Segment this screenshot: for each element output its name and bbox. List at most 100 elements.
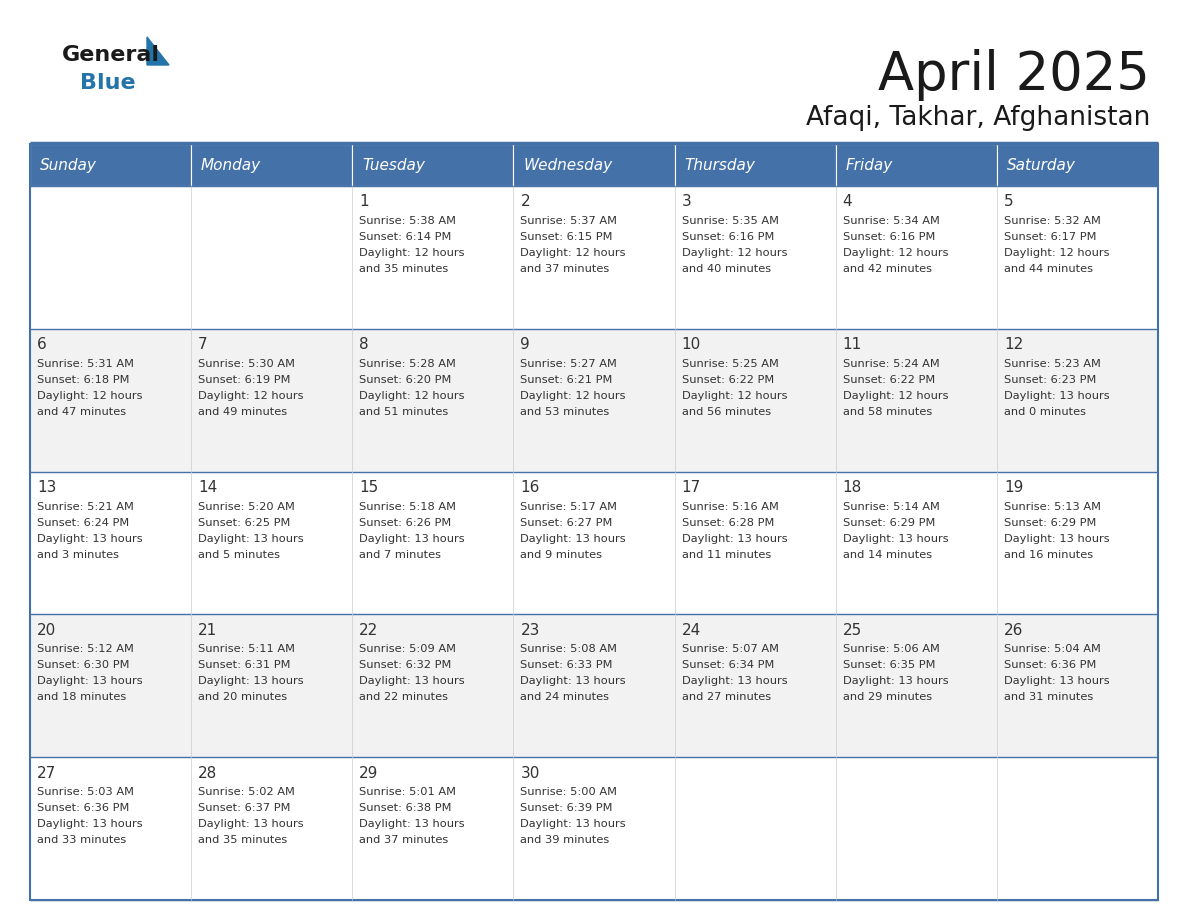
Bar	[30, 472, 191, 614]
Text: 2: 2	[520, 195, 530, 209]
Text: 17: 17	[682, 480, 701, 495]
Text: Sunset: 6:24 PM: Sunset: 6:24 PM	[37, 518, 129, 528]
Bar	[353, 329, 513, 472]
Text: and 56 minutes: and 56 minutes	[682, 407, 771, 417]
Bar	[835, 186, 997, 329]
Text: Wednesday: Wednesday	[523, 158, 612, 174]
Text: Sunrise: 5:04 AM: Sunrise: 5:04 AM	[1004, 644, 1101, 655]
Text: Sunset: 6:27 PM: Sunset: 6:27 PM	[520, 518, 613, 528]
Bar	[835, 472, 997, 614]
Text: Daylight: 13 hours: Daylight: 13 hours	[842, 677, 948, 687]
Text: Tuesday: Tuesday	[362, 158, 425, 174]
Text: Sunrise: 5:14 AM: Sunrise: 5:14 AM	[842, 501, 940, 511]
Bar	[191, 329, 353, 472]
Text: and 5 minutes: and 5 minutes	[198, 550, 280, 560]
Bar	[997, 614, 1158, 757]
Text: and 11 minutes: and 11 minutes	[682, 550, 771, 560]
Text: 4: 4	[842, 195, 852, 209]
Bar	[997, 329, 1158, 472]
Text: 28: 28	[198, 766, 217, 780]
Bar	[675, 186, 835, 329]
Text: 3: 3	[682, 195, 691, 209]
Text: 13: 13	[37, 480, 56, 495]
Text: Sunset: 6:32 PM: Sunset: 6:32 PM	[359, 660, 451, 670]
Text: Sunset: 6:25 PM: Sunset: 6:25 PM	[198, 518, 291, 528]
Text: 10: 10	[682, 337, 701, 353]
Text: and 42 minutes: and 42 minutes	[842, 264, 931, 274]
Text: Sunrise: 5:18 AM: Sunrise: 5:18 AM	[359, 501, 456, 511]
Text: 18: 18	[842, 480, 862, 495]
Text: 21: 21	[198, 623, 217, 638]
Text: Sunrise: 5:37 AM: Sunrise: 5:37 AM	[520, 216, 618, 226]
Text: Sunset: 6:28 PM: Sunset: 6:28 PM	[682, 518, 773, 528]
Bar	[191, 186, 353, 329]
Text: Sunset: 6:39 PM: Sunset: 6:39 PM	[520, 803, 613, 813]
Text: Daylight: 13 hours: Daylight: 13 hours	[359, 677, 465, 687]
Bar	[191, 472, 353, 614]
Bar	[675, 144, 835, 186]
Text: Sunset: 6:17 PM: Sunset: 6:17 PM	[1004, 232, 1097, 242]
Text: 20: 20	[37, 623, 56, 638]
Text: 16: 16	[520, 480, 539, 495]
Text: Sunrise: 5:09 AM: Sunrise: 5:09 AM	[359, 644, 456, 655]
Text: Daylight: 13 hours: Daylight: 13 hours	[198, 677, 304, 687]
Text: and 33 minutes: and 33 minutes	[37, 835, 126, 845]
Text: Sunrise: 5:11 AM: Sunrise: 5:11 AM	[198, 644, 295, 655]
Text: 30: 30	[520, 766, 539, 780]
Text: Sunset: 6:35 PM: Sunset: 6:35 PM	[842, 660, 935, 670]
Text: 8: 8	[359, 337, 369, 353]
Text: April 2025: April 2025	[878, 49, 1150, 101]
Text: Sunrise: 5:28 AM: Sunrise: 5:28 AM	[359, 359, 456, 369]
Text: 12: 12	[1004, 337, 1023, 353]
Text: Sunrise: 5:12 AM: Sunrise: 5:12 AM	[37, 644, 134, 655]
Bar	[353, 757, 513, 900]
Text: Daylight: 13 hours: Daylight: 13 hours	[198, 819, 304, 829]
Bar	[675, 614, 835, 757]
Text: Sunrise: 5:31 AM: Sunrise: 5:31 AM	[37, 359, 134, 369]
Text: Sunrise: 5:00 AM: Sunrise: 5:00 AM	[520, 788, 618, 797]
Text: and 51 minutes: and 51 minutes	[359, 407, 449, 417]
Text: Sunrise: 5:17 AM: Sunrise: 5:17 AM	[520, 501, 618, 511]
Bar	[30, 186, 191, 329]
Text: and 18 minutes: and 18 minutes	[37, 692, 126, 702]
Text: Sunset: 6:34 PM: Sunset: 6:34 PM	[682, 660, 773, 670]
Text: Sunset: 6:23 PM: Sunset: 6:23 PM	[1004, 375, 1097, 385]
Text: Sunset: 6:20 PM: Sunset: 6:20 PM	[359, 375, 451, 385]
Text: 11: 11	[842, 337, 862, 353]
Text: 6: 6	[37, 337, 46, 353]
Text: Daylight: 13 hours: Daylight: 13 hours	[198, 533, 304, 543]
Bar	[513, 614, 675, 757]
Text: Daylight: 12 hours: Daylight: 12 hours	[37, 391, 143, 401]
Bar	[513, 472, 675, 614]
Text: Sunrise: 5:35 AM: Sunrise: 5:35 AM	[682, 216, 778, 226]
Bar	[835, 144, 997, 186]
Bar	[191, 144, 353, 186]
Text: 23: 23	[520, 623, 539, 638]
Text: Sunset: 6:16 PM: Sunset: 6:16 PM	[842, 232, 935, 242]
Text: Sunset: 6:21 PM: Sunset: 6:21 PM	[520, 375, 613, 385]
Text: Daylight: 13 hours: Daylight: 13 hours	[359, 533, 465, 543]
Text: Sunset: 6:19 PM: Sunset: 6:19 PM	[198, 375, 291, 385]
Bar	[675, 329, 835, 472]
Text: Daylight: 13 hours: Daylight: 13 hours	[520, 533, 626, 543]
Text: and 7 minutes: and 7 minutes	[359, 550, 441, 560]
Text: Sunrise: 5:07 AM: Sunrise: 5:07 AM	[682, 644, 778, 655]
Text: Sunrise: 5:16 AM: Sunrise: 5:16 AM	[682, 501, 778, 511]
Text: Sunset: 6:37 PM: Sunset: 6:37 PM	[198, 803, 291, 813]
Text: and 22 minutes: and 22 minutes	[359, 692, 448, 702]
Text: Sunrise: 5:23 AM: Sunrise: 5:23 AM	[1004, 359, 1101, 369]
Text: Daylight: 12 hours: Daylight: 12 hours	[359, 248, 465, 258]
Text: and 40 minutes: and 40 minutes	[682, 264, 771, 274]
Text: 24: 24	[682, 623, 701, 638]
Bar	[513, 144, 675, 186]
Text: Sunset: 6:15 PM: Sunset: 6:15 PM	[520, 232, 613, 242]
Text: Sunrise: 5:27 AM: Sunrise: 5:27 AM	[520, 359, 618, 369]
Text: and 53 minutes: and 53 minutes	[520, 407, 609, 417]
Bar	[513, 757, 675, 900]
Text: 9: 9	[520, 337, 530, 353]
Text: Daylight: 12 hours: Daylight: 12 hours	[520, 391, 626, 401]
Text: Sunset: 6:22 PM: Sunset: 6:22 PM	[682, 375, 773, 385]
Polygon shape	[147, 37, 169, 65]
Text: Daylight: 13 hours: Daylight: 13 hours	[1004, 391, 1110, 401]
Bar	[835, 614, 997, 757]
